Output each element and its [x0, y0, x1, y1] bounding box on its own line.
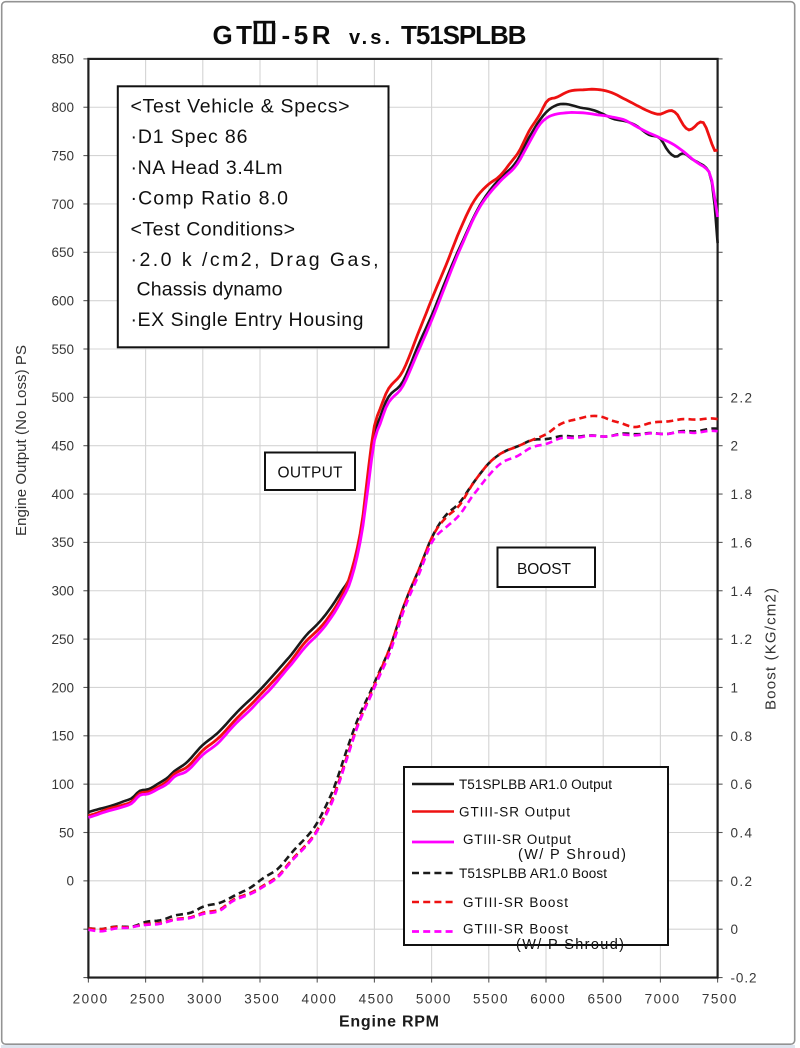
svg-text:1: 1: [731, 680, 739, 695]
svg-text:T51SPLBB: T51SPLBB: [401, 20, 527, 50]
svg-text:-5R: -5R: [282, 20, 331, 50]
svg-text:·2.0 k /cm2, Drag Gas,: ·2.0 k /cm2, Drag Gas,: [131, 249, 379, 271]
svg-text:3000: 3000: [187, 992, 222, 1007]
svg-text:300: 300: [51, 584, 74, 599]
svg-text:200: 200: [51, 680, 74, 695]
svg-text:0.8: 0.8: [731, 729, 753, 744]
svg-text:<Test Vehicle & Specs>: <Test Vehicle & Specs>: [131, 96, 350, 118]
svg-text:150: 150: [51, 729, 74, 744]
svg-text:450: 450: [51, 439, 74, 454]
svg-text:Chassis dynamo: Chassis dynamo: [137, 278, 283, 300]
svg-text:5500: 5500: [473, 992, 508, 1007]
svg-text:1.2: 1.2: [731, 632, 753, 647]
svg-text:Engine RPM: Engine RPM: [339, 1014, 439, 1031]
svg-text:700: 700: [51, 197, 74, 212]
svg-text:350: 350: [51, 535, 74, 550]
svg-text:7000: 7000: [645, 992, 680, 1007]
svg-text:GT: GT: [213, 20, 253, 50]
svg-text:BOOST: BOOST: [517, 561, 572, 578]
svg-text:0: 0: [731, 922, 739, 937]
svg-text:GTIII-SR Output: GTIII-SR Output: [463, 832, 571, 847]
svg-text:1.8: 1.8: [731, 487, 753, 502]
svg-text:800: 800: [51, 100, 74, 115]
svg-text:2.2: 2.2: [731, 390, 753, 405]
svg-text:6500: 6500: [587, 992, 622, 1007]
svg-text:3500: 3500: [244, 992, 279, 1007]
svg-text:1.6: 1.6: [731, 535, 753, 550]
svg-text:Boost (KG/cm2): Boost (KG/cm2): [763, 588, 780, 710]
svg-text:(W/ P Shroud): (W/ P Shroud): [518, 847, 626, 863]
svg-text:850: 850: [51, 52, 74, 67]
svg-text:400: 400: [51, 487, 74, 502]
svg-text:GTIII-SR Boost: GTIII-SR Boost: [463, 922, 568, 937]
svg-text:5000: 5000: [416, 992, 451, 1007]
svg-text:100: 100: [51, 777, 74, 792]
svg-text:-0.2: -0.2: [731, 971, 757, 986]
svg-text:550: 550: [51, 342, 74, 357]
svg-text:500: 500: [51, 390, 74, 405]
svg-text:750: 750: [51, 148, 74, 163]
svg-text:·NA Head 3.4Lm: ·NA Head 3.4Lm: [131, 157, 283, 179]
svg-text:·EX Single Entry Housing: ·EX Single Entry Housing: [131, 309, 364, 331]
svg-text:4000: 4000: [301, 992, 336, 1007]
svg-text:600: 600: [51, 293, 74, 308]
svg-text:2000: 2000: [73, 992, 108, 1007]
svg-text:7500: 7500: [702, 992, 737, 1007]
svg-text:·D1 Spec 86: ·D1 Spec 86: [131, 126, 248, 148]
svg-text:GTIII-SR Output: GTIII-SR Output: [459, 805, 570, 820]
svg-text:0.4: 0.4: [731, 826, 753, 841]
svg-text:2500: 2500: [130, 992, 165, 1007]
svg-text:4500: 4500: [359, 992, 394, 1007]
svg-text:1.4: 1.4: [731, 584, 753, 599]
svg-text:Engine Output (No Loss) PS: Engine Output (No Loss) PS: [13, 345, 30, 536]
svg-text:0.6: 0.6: [731, 777, 753, 792]
svg-text:T51SPLBB AR1.0 Boost: T51SPLBB AR1.0 Boost: [459, 866, 607, 881]
svg-text:GTIII-SR Boost: GTIII-SR Boost: [463, 895, 568, 910]
svg-text:·Comp Ratio 8.0: ·Comp Ratio 8.0: [131, 188, 289, 210]
svg-text:OUTPUT: OUTPUT: [278, 465, 344, 482]
svg-text:6000: 6000: [530, 992, 565, 1007]
svg-text:250: 250: [51, 632, 74, 647]
svg-text:T51SPLBB AR1.0 Output: T51SPLBB AR1.0 Output: [459, 777, 612, 792]
svg-text:(W/ P Shroud): (W/ P Shroud): [516, 937, 624, 953]
svg-text:<Test Conditions>: <Test Conditions>: [131, 218, 296, 240]
svg-text:50: 50: [59, 825, 74, 840]
svg-text:0: 0: [66, 874, 74, 889]
svg-text:2: 2: [731, 439, 739, 454]
svg-text:v.s.: v.s.: [349, 27, 390, 49]
svg-text:650: 650: [51, 245, 74, 260]
svg-text:0.2: 0.2: [731, 874, 753, 889]
